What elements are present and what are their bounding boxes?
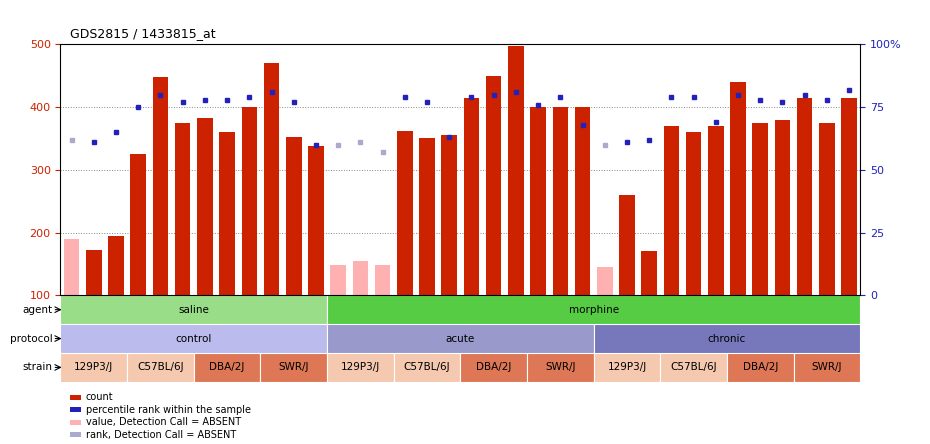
Bar (330, 265, 346, 295)
Bar (530, 107, 546, 295)
Bar (60, 324, 327, 353)
Text: morphine: morphine (568, 305, 618, 315)
Bar (286, 137, 301, 295)
Bar (708, 126, 724, 295)
Text: 129P3/J: 129P3/J (607, 362, 646, 373)
Bar (375, 265, 391, 295)
Bar (64, 239, 79, 295)
Bar (752, 123, 768, 295)
Bar (260, 353, 327, 382)
Bar (153, 77, 168, 295)
Text: count: count (86, 392, 113, 402)
Bar (797, 98, 813, 295)
Text: 129P3/J: 129P3/J (340, 362, 380, 373)
Text: acute: acute (445, 333, 475, 344)
Bar (108, 236, 124, 295)
Text: 129P3/J: 129P3/J (74, 362, 113, 373)
Bar (308, 146, 324, 295)
Bar (175, 123, 191, 295)
Text: DBA/2J: DBA/2J (209, 362, 245, 373)
Text: strain: strain (22, 362, 52, 373)
Bar (597, 267, 613, 295)
Bar (327, 295, 860, 324)
Bar (642, 251, 657, 295)
Bar (397, 131, 413, 295)
Bar (842, 98, 857, 295)
Bar (508, 46, 524, 295)
Text: C57BL/6J: C57BL/6J (671, 362, 717, 373)
Text: SWR/J: SWR/J (812, 362, 843, 373)
Bar (460, 353, 527, 382)
Text: C57BL/6J: C57BL/6J (404, 362, 450, 373)
Bar (327, 324, 593, 353)
Bar (130, 154, 146, 295)
Text: control: control (176, 333, 212, 344)
Bar (86, 250, 101, 295)
Text: agent: agent (22, 305, 52, 315)
Text: GDS2815 / 1433815_at: GDS2815 / 1433815_at (70, 27, 216, 40)
Bar (593, 353, 660, 382)
Bar (775, 119, 790, 295)
Bar (685, 132, 701, 295)
Text: saline: saline (179, 305, 209, 315)
Bar (264, 63, 279, 295)
Bar (197, 119, 213, 295)
Bar (393, 353, 460, 382)
Bar (352, 261, 368, 295)
Bar (327, 353, 393, 382)
Bar (464, 98, 479, 295)
Text: value, Detection Call = ABSENT: value, Detection Call = ABSENT (86, 417, 241, 427)
Text: percentile rank within the sample: percentile rank within the sample (86, 405, 250, 415)
Bar (442, 135, 457, 295)
Bar (485, 76, 501, 295)
Text: protocol: protocol (9, 333, 52, 344)
Bar (575, 107, 591, 295)
Text: C57BL/6J: C57BL/6J (137, 362, 184, 373)
Text: chronic: chronic (708, 333, 746, 344)
Text: SWR/J: SWR/J (278, 362, 309, 373)
Bar (193, 353, 260, 382)
Text: rank, Detection Call = ABSENT: rank, Detection Call = ABSENT (86, 430, 236, 440)
Bar (727, 353, 793, 382)
Bar (819, 123, 835, 295)
Text: SWR/J: SWR/J (545, 362, 576, 373)
Bar (60, 295, 327, 324)
Bar (660, 353, 727, 382)
Bar (664, 126, 679, 295)
Bar (419, 139, 435, 295)
Bar (793, 353, 860, 382)
Bar (552, 107, 568, 295)
Bar (127, 353, 193, 382)
Bar (527, 353, 593, 382)
Bar (242, 107, 257, 295)
Text: DBA/2J: DBA/2J (476, 362, 512, 373)
Bar (730, 82, 746, 295)
Text: DBA/2J: DBA/2J (742, 362, 778, 373)
Bar (219, 132, 235, 295)
Bar (593, 324, 860, 353)
Bar (60, 353, 127, 382)
Bar (619, 195, 635, 295)
